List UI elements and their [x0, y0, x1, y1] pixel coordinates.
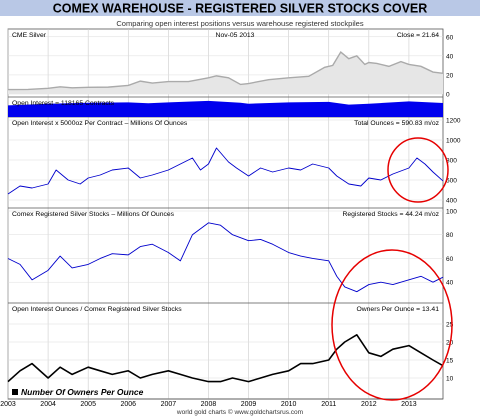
panel-label-left: Open Interest x 5000oz Per Contract – Mi… — [12, 120, 188, 127]
x-tick-label: 2005 — [80, 401, 96, 408]
chart-title: COMEX WAREHOUSE - REGISTERED SILVER STOC… — [53, 2, 428, 16]
y-tick-label: 25 — [446, 322, 454, 329]
y-tick-label: 1200 — [446, 118, 461, 125]
panel-label-right: Close = 21.64 — [397, 32, 439, 39]
x-tick-label: 2011 — [321, 401, 336, 408]
panel-label-left: Open Interest Ounces / Comex Registered … — [12, 306, 182, 313]
annotation-circle-2 — [331, 249, 453, 401]
title-bar — [0, 0, 480, 16]
y-tick-label: 800 — [446, 158, 457, 165]
x-tick-label: 2012 — [361, 401, 377, 408]
x-tick-label: 2006 — [120, 401, 136, 408]
y-tick-label: 80 — [446, 232, 454, 239]
series-line — [7, 333, 444, 383]
panel-2: Open Interest = 118165 Contracts — [8, 100, 443, 118]
panel-1: 0 20 40 60 CME Silver Nov-05 2013 Close = 21.6… — [7, 32, 454, 99]
panel-3: 400 600 800 1000 1200 Open Interest x 5000oz … — [7, 118, 461, 209]
series-bars — [8, 100, 443, 117]
panel-label-right: Registered Stocks = 44.24 m/oz — [342, 211, 439, 218]
legend-swatch — [12, 389, 18, 395]
y-tick-label: 60 — [446, 256, 454, 263]
panel-label-left: CME Silver — [12, 32, 47, 39]
x-tick-label: 2008 — [201, 401, 217, 408]
panels: 0 20 40 60 CME Silver Nov-05 2013 Close = 21.6… — [7, 29, 461, 400]
panel-label-left: Comex Registered Silver Stocks – Million… — [12, 211, 175, 218]
x-tick-label: 2003 — [0, 401, 16, 408]
series-line — [7, 50, 444, 91]
panel-label-left: Open Interest = 118165 Contracts — [12, 100, 115, 107]
footer-credit: world gold charts © www.goldchartsrus.co… — [176, 408, 303, 416]
x-tick-label: 2009 — [241, 401, 257, 408]
series-line — [7, 222, 444, 293]
x-tick-label: 2004 — [40, 401, 56, 408]
legend-label: Number Of Owners Per Ounce — [21, 387, 144, 397]
y-tick-label: 1000 — [446, 138, 461, 145]
panel-label-right: Total Ounces = 590.83 m/oz — [354, 120, 439, 127]
y-tick-label: 0 — [446, 92, 450, 99]
series-area — [8, 52, 443, 94]
y-tick-label: 400 — [446, 198, 457, 205]
annotation-circle-1 — [387, 137, 449, 203]
x-tick-label: 2013 — [401, 401, 417, 408]
y-tick-label: 100 — [446, 209, 457, 216]
series-line — [7, 147, 444, 195]
y-tick-label: 15 — [446, 358, 454, 365]
panel-4: 40 60 80 100 Comex Registered Silver Stocks … — [7, 209, 457, 304]
y-tick-label: 40 — [446, 280, 454, 287]
x-axis: 2003 2004 2005 2006 2007 2008 2009 2010 2011 2012… — [0, 401, 417, 408]
y-tick-label: 40 — [446, 53, 454, 60]
chart-subtitle: Comparing open interest positions versus… — [116, 19, 363, 28]
y-tick-label: 60 — [446, 34, 454, 41]
panel-label-right: Owners Per Ounce = 13.41 — [356, 306, 439, 313]
panel-label-center: Nov-05 2013 — [216, 32, 255, 39]
y-tick-label: 600 — [446, 178, 457, 185]
y-tick-label: 10 — [446, 376, 454, 383]
x-tick-label: 2007 — [161, 401, 177, 408]
y-tick-label: 20 — [446, 72, 454, 79]
x-tick-label: 2010 — [281, 401, 297, 408]
